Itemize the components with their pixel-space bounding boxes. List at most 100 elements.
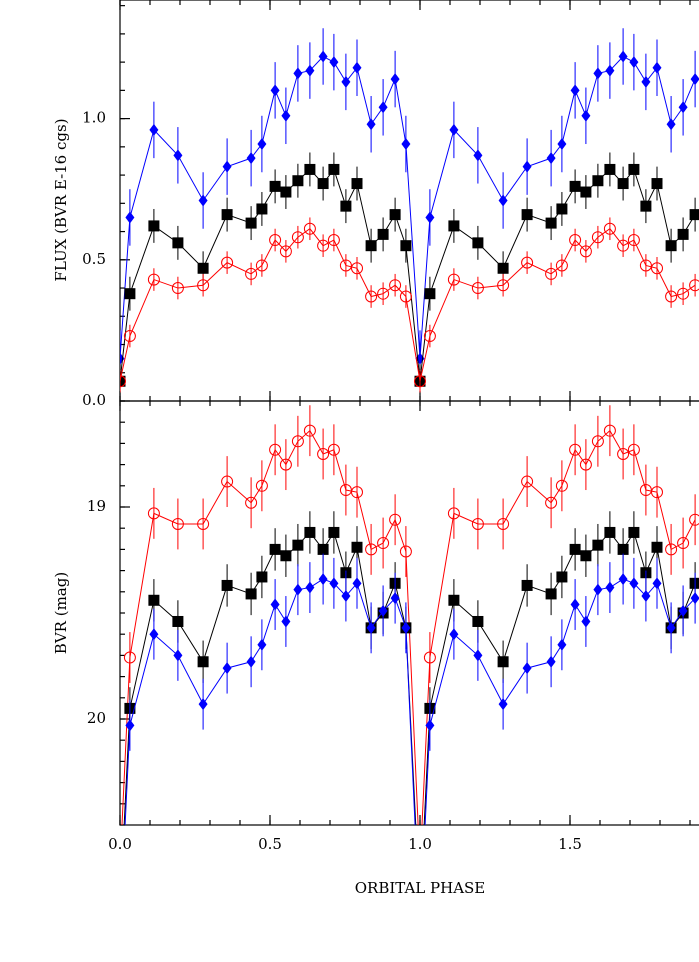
point bbox=[123, 330, 136, 343]
point bbox=[269, 443, 282, 456]
point bbox=[449, 628, 459, 641]
point bbox=[448, 594, 460, 606]
point bbox=[401, 621, 411, 634]
point bbox=[401, 138, 411, 151]
point bbox=[557, 638, 567, 651]
point bbox=[472, 615, 484, 627]
point bbox=[473, 149, 483, 162]
plot-area bbox=[120, 28, 699, 399]
point bbox=[652, 61, 662, 74]
point bbox=[197, 517, 210, 530]
point bbox=[125, 719, 135, 732]
point bbox=[328, 163, 340, 175]
y-tick-label: 0.0 bbox=[82, 391, 106, 409]
point bbox=[569, 234, 582, 247]
point bbox=[617, 239, 630, 252]
point bbox=[279, 458, 292, 471]
point bbox=[618, 50, 628, 63]
point bbox=[604, 526, 616, 538]
x-tick-label: 0.0 bbox=[108, 835, 132, 853]
point bbox=[618, 573, 628, 586]
point bbox=[617, 178, 629, 190]
x-tick-label: 1.5 bbox=[558, 835, 582, 853]
point bbox=[605, 64, 615, 77]
point bbox=[570, 598, 580, 611]
point bbox=[617, 543, 629, 555]
point bbox=[327, 234, 340, 247]
point bbox=[246, 655, 256, 668]
point bbox=[198, 194, 208, 207]
point bbox=[627, 443, 640, 456]
point bbox=[400, 240, 412, 252]
point bbox=[377, 228, 389, 240]
point bbox=[291, 435, 304, 448]
point bbox=[120, 375, 126, 388]
point bbox=[591, 231, 604, 244]
point bbox=[378, 604, 388, 617]
series-line bbox=[120, 55, 696, 359]
point bbox=[581, 109, 591, 122]
plot-frame bbox=[119, 400, 699, 826]
point bbox=[172, 237, 184, 249]
point bbox=[545, 267, 558, 280]
point bbox=[592, 175, 604, 187]
point bbox=[690, 592, 699, 605]
x-tick-label: 1.0 bbox=[408, 835, 432, 853]
point bbox=[689, 577, 699, 589]
point bbox=[352, 61, 362, 74]
point bbox=[545, 217, 557, 229]
point bbox=[399, 290, 412, 303]
point bbox=[149, 628, 159, 641]
point bbox=[591, 435, 604, 448]
point bbox=[556, 203, 568, 215]
point bbox=[677, 228, 689, 240]
point bbox=[329, 577, 339, 590]
point bbox=[399, 545, 412, 558]
point bbox=[221, 579, 233, 591]
point bbox=[592, 539, 604, 551]
point bbox=[173, 649, 183, 662]
point bbox=[545, 588, 557, 600]
point bbox=[521, 579, 533, 591]
point bbox=[292, 175, 304, 187]
point bbox=[581, 615, 591, 628]
point bbox=[269, 234, 282, 247]
y-axis-label: FLUX (BVR E-16 cgs) bbox=[52, 118, 70, 281]
point bbox=[292, 539, 304, 551]
point bbox=[255, 479, 268, 492]
point bbox=[689, 209, 699, 221]
point bbox=[245, 588, 257, 600]
point bbox=[352, 577, 362, 590]
point bbox=[317, 448, 330, 460]
point bbox=[628, 163, 640, 175]
point bbox=[318, 573, 328, 586]
point bbox=[473, 649, 483, 662]
point bbox=[172, 615, 184, 627]
point bbox=[280, 550, 292, 562]
x-axis-label: ORBITAL PHASE bbox=[355, 879, 486, 897]
series-line bbox=[120, 228, 696, 382]
point bbox=[641, 75, 651, 88]
point bbox=[666, 118, 676, 131]
point bbox=[425, 719, 435, 732]
point bbox=[471, 517, 484, 530]
point bbox=[639, 259, 652, 272]
point bbox=[448, 220, 460, 232]
point bbox=[351, 541, 363, 553]
point bbox=[628, 526, 640, 538]
point bbox=[366, 621, 376, 634]
point bbox=[603, 222, 616, 235]
y-axis-label: BVR (mag) bbox=[52, 572, 70, 654]
point bbox=[555, 479, 568, 492]
point bbox=[641, 590, 651, 603]
point bbox=[498, 698, 508, 711]
point bbox=[415, 904, 426, 915]
plot-area bbox=[121, 405, 699, 915]
point bbox=[570, 84, 580, 97]
point bbox=[449, 123, 459, 136]
point bbox=[640, 200, 652, 212]
point bbox=[665, 240, 677, 252]
point bbox=[546, 655, 556, 668]
point bbox=[666, 621, 676, 634]
point bbox=[257, 638, 267, 651]
